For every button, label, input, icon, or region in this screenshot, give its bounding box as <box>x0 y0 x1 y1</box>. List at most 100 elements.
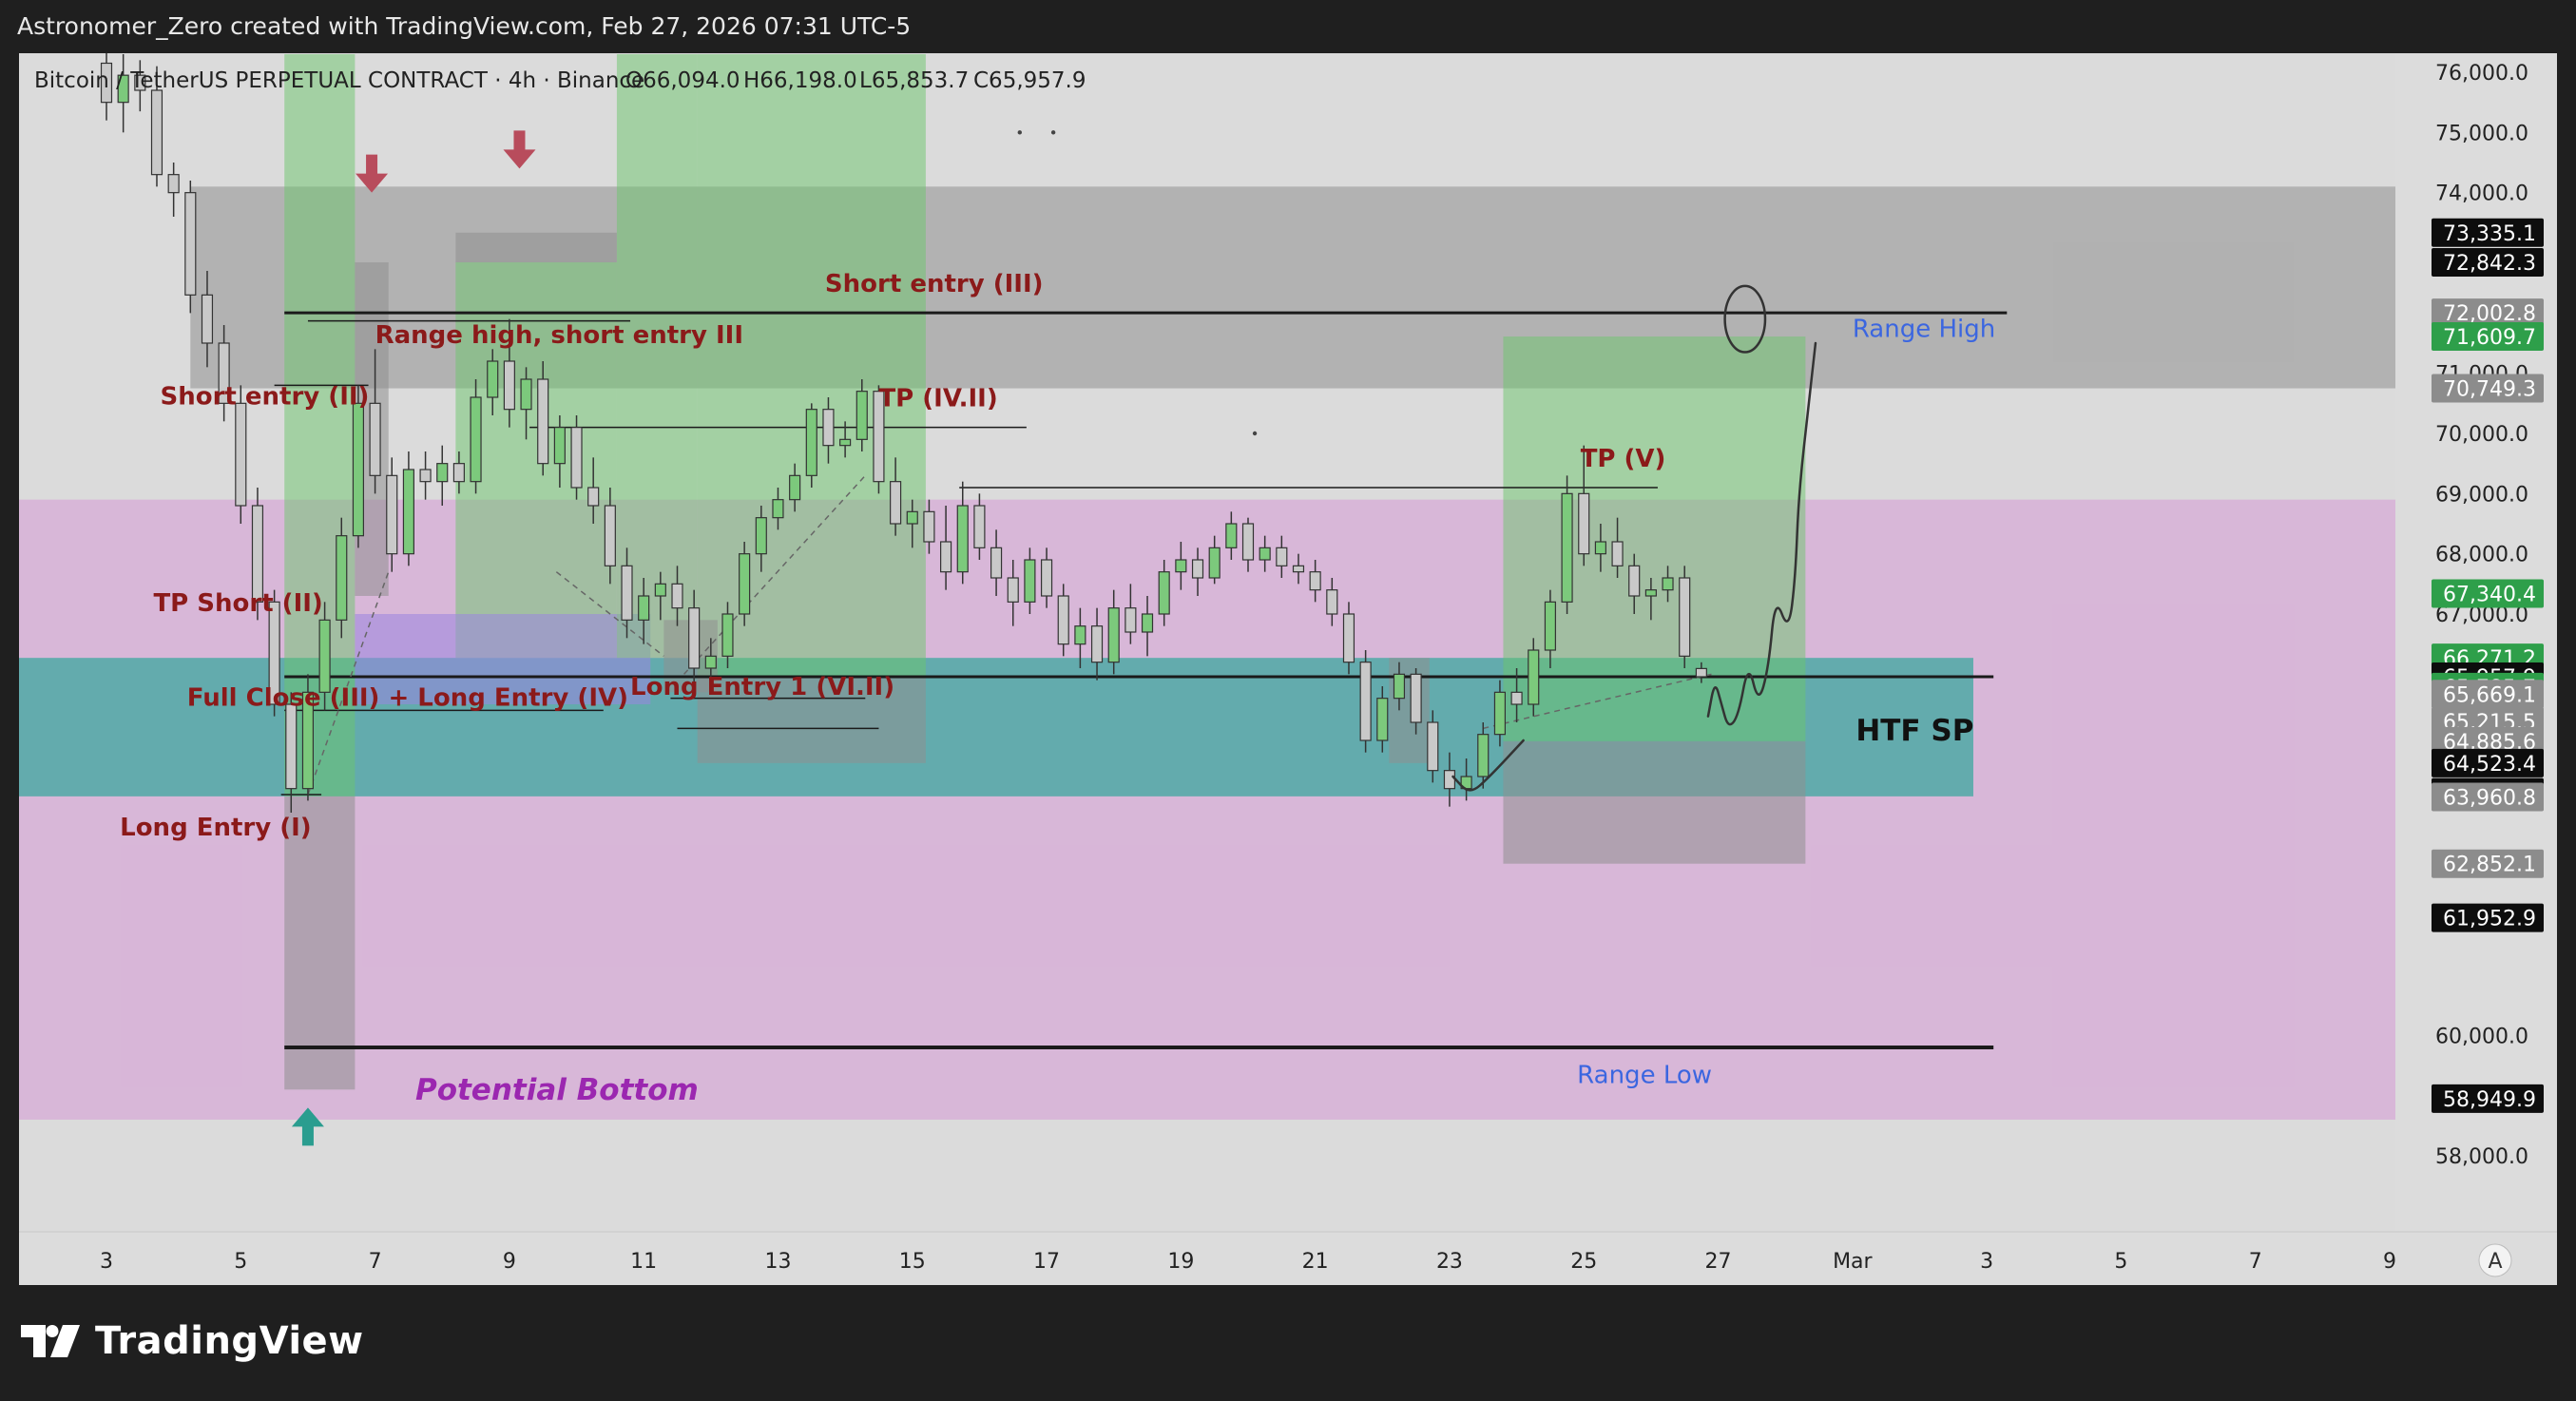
candle-9 <box>251 488 264 621</box>
candle-44 <box>839 421 852 458</box>
candle-body <box>839 438 852 447</box>
candle-body <box>117 74 129 104</box>
x-tick-label: 21 <box>1302 1250 1329 1274</box>
candle-body <box>772 499 784 519</box>
candle-body <box>621 565 633 621</box>
dots-layer <box>1017 130 1258 436</box>
footer-bar: TradingView <box>0 1285 2576 1401</box>
candle-body <box>150 89 163 176</box>
y-tick-label: 60,000.0 <box>2435 1025 2528 1048</box>
candle-body <box>1326 589 1338 615</box>
candle-body <box>855 391 868 440</box>
price-label-black: 58,949.9 <box>2432 1084 2544 1113</box>
arrows-layer <box>291 130 536 1146</box>
candle-35 <box>688 589 701 686</box>
candle-60 <box>1107 589 1120 675</box>
candle-14 <box>336 517 348 639</box>
legend-close: C65,957.9 <box>973 68 1086 93</box>
candle-82 <box>1477 722 1490 789</box>
auto-scale-button[interactable]: A <box>2478 1243 2512 1277</box>
dashed-paths-layer <box>307 474 1712 796</box>
price-label-box <box>2432 748 2544 777</box>
candle-body <box>470 396 482 483</box>
candle-body <box>1342 613 1355 663</box>
candle-65 <box>1191 547 1204 596</box>
candle-body <box>184 192 197 296</box>
candle-body <box>1276 547 1288 566</box>
annotation-label-6: Full Close (III) + Long Entry (IV) <box>187 683 628 712</box>
candle-91 <box>1628 553 1641 614</box>
auto-scale-button-bg <box>2478 1243 2512 1277</box>
x-tick-label: 27 <box>1705 1250 1732 1274</box>
annotation-label-3: Short entry (II) <box>161 383 370 412</box>
x-axis: 3 5 7 9 11 13 15 17 19 21 23 25 27 Mar 3 5 7 9 A <box>19 1231 2557 1285</box>
candle-body <box>1141 613 1154 633</box>
tradingview-logo-icon <box>21 1325 80 1357</box>
candle-body <box>1040 559 1053 597</box>
candle-11 <box>285 692 298 813</box>
candle-body <box>1443 770 1456 790</box>
legend-high: H66,198.0 <box>743 68 857 93</box>
price-label-box <box>2432 849 2544 878</box>
candle-body <box>268 601 280 705</box>
candle-body <box>570 427 583 489</box>
position-zone-gray-6 <box>455 232 617 262</box>
projection-scribble <box>1706 341 1817 726</box>
candle-body <box>688 607 701 669</box>
auto-scale-button-label: A <box>2488 1250 2502 1274</box>
x-tick-label: 13 <box>764 1250 791 1274</box>
candle-84 <box>1510 668 1523 722</box>
candle-40 <box>772 488 784 530</box>
candle-body <box>1410 673 1422 723</box>
candle-body <box>923 510 935 543</box>
price-label-box <box>2432 680 2544 709</box>
hand-drawn-layer <box>1451 284 1817 792</box>
candle-20 <box>436 445 449 506</box>
candle-79 <box>1427 710 1439 783</box>
candle-18 <box>402 451 414 566</box>
candle-49 <box>923 499 935 554</box>
chart-dot-1 <box>1050 130 1056 135</box>
candle-2 <box>134 60 146 112</box>
price-label-box <box>2432 298 2544 328</box>
y-tick-label: 68,000.0 <box>2435 544 2528 567</box>
candle-body <box>1359 662 1372 741</box>
candle-3 <box>150 66 163 187</box>
candle-body <box>890 481 902 525</box>
y-tick-label: 70,000.0 <box>2435 423 2528 447</box>
price-label-black: 61,952.9 <box>2432 903 2544 932</box>
price-label-text: 62,852.1 <box>2443 854 2536 877</box>
candle-87 <box>1561 475 1573 614</box>
candle-63 <box>1158 560 1170 626</box>
x-tick-label: 5 <box>2114 1250 2127 1274</box>
price-label-box <box>2432 374 2544 403</box>
candle-body <box>671 583 683 609</box>
candle-body <box>1477 734 1490 777</box>
tradingview-logo[interactable]: TradingView <box>21 1319 364 1363</box>
candle-body <box>1594 541 1606 555</box>
candle-26 <box>537 361 549 476</box>
candle-89 <box>1594 524 1606 572</box>
candle-53 <box>990 529 1003 596</box>
chart-area[interactable]: Short entry (III) Range high, short entry… <box>19 53 2557 1285</box>
x-tick-label: 3 <box>1980 1250 1993 1274</box>
candle-body <box>1510 691 1523 705</box>
candle-24 <box>503 318 515 428</box>
price-label-text: 72,842.3 <box>2443 252 2536 276</box>
candle-body <box>1611 541 1624 566</box>
y-tick-label: 74,000.0 <box>2435 182 2528 206</box>
price-label-box <box>2432 579 2544 608</box>
price-label-text: 58,949.9 <box>2443 1088 2536 1112</box>
candle-body <box>973 505 986 548</box>
candle-90 <box>1611 517 1624 578</box>
price-chart[interactable]: Short entry (III) Range high, short entry… <box>19 53 2557 1285</box>
candle-68 <box>1241 517 1255 572</box>
price-label-text: 67,340.4 <box>2443 583 2536 606</box>
candle-body <box>1241 523 1255 561</box>
price-label-green: 67,340.4 <box>2432 579 2544 608</box>
legend-low: L65,853.7 <box>859 68 969 93</box>
candle-47 <box>890 457 902 536</box>
candle-77 <box>1393 662 1406 711</box>
tradingview-logo-text: TradingView <box>95 1319 364 1363</box>
candle-body <box>352 402 365 537</box>
